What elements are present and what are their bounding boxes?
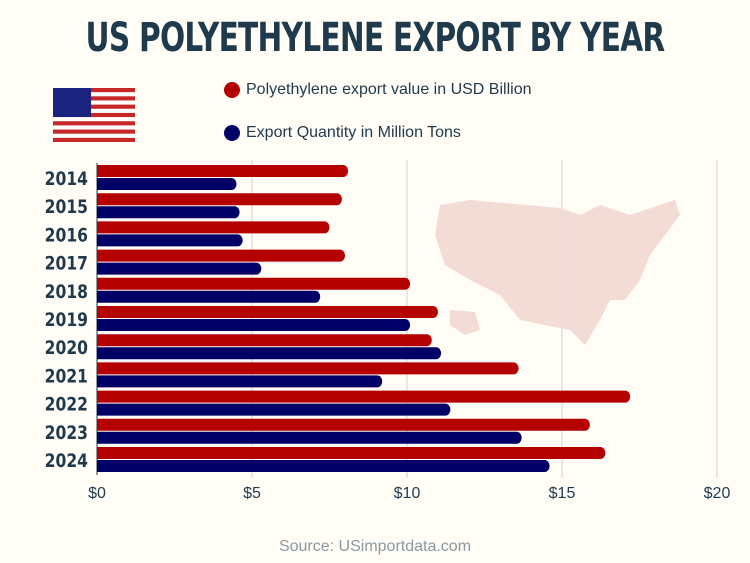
legend-item-value: Polyethylene export value in USD Billion (224, 81, 531, 99)
x-tick-label: $5 (243, 485, 261, 502)
y-tick-label: 2021 (45, 366, 88, 388)
y-tick-label: 2022 (45, 394, 88, 416)
legend-red-dot-icon (224, 82, 240, 98)
bar-quantity (97, 234, 243, 247)
y-tick-label: 2016 (45, 225, 88, 247)
chart-title: US POLYETHYLENE EXPORT BY YEAR (85, 15, 666, 61)
bar-value (97, 165, 349, 177)
bar-value (97, 306, 438, 318)
bar-value (96, 362, 519, 375)
bar-value (97, 447, 606, 459)
y-tick-label: 2014 (45, 169, 88, 191)
x-tick-label: $10 (394, 485, 421, 502)
bar-value (97, 221, 330, 234)
bar-quantity (96, 262, 262, 275)
legend-label: Export Quantity in Million Tons (246, 124, 461, 141)
legend-blue-dot-icon (224, 125, 240, 141)
legend-item-quantity: Export Quantity in Million Tons (224, 124, 461, 142)
us-flag-icon (53, 88, 135, 142)
y-tick-label: 2018 (45, 281, 88, 303)
bar-quantity (97, 431, 522, 444)
y-tick-label: 2019 (45, 310, 88, 332)
y-tick-label: 2020 (45, 338, 88, 360)
bar-value (97, 193, 342, 206)
bar-quantity (97, 178, 237, 190)
us-map-background (435, 200, 680, 345)
bar-quantity (97, 403, 451, 416)
y-tick-label: 2017 (45, 253, 88, 275)
bar-value (97, 334, 432, 347)
y-tick-label: 2024 (45, 451, 88, 473)
y-tick-label: 2015 (45, 197, 88, 219)
bar-value (97, 390, 631, 403)
bar-quantity (97, 290, 321, 303)
x-tick-label: $0 (88, 485, 106, 502)
bar-quantity (97, 375, 383, 388)
bar-value (97, 418, 590, 431)
bar-value (97, 249, 345, 262)
bar-quantity (96, 460, 550, 472)
bar-value (97, 277, 411, 290)
legend-label: Polyethylene export value in USD Billion (246, 81, 532, 98)
bar-quantity (97, 319, 411, 331)
x-tick-label: $15 (549, 485, 576, 502)
x-tick-label: $20 (704, 485, 731, 502)
bar-quantity (97, 206, 240, 219)
source-text: Source: USimportdata.com (278, 538, 472, 555)
bar-quantity (97, 347, 442, 360)
y-tick-label: 2023 (45, 422, 88, 444)
